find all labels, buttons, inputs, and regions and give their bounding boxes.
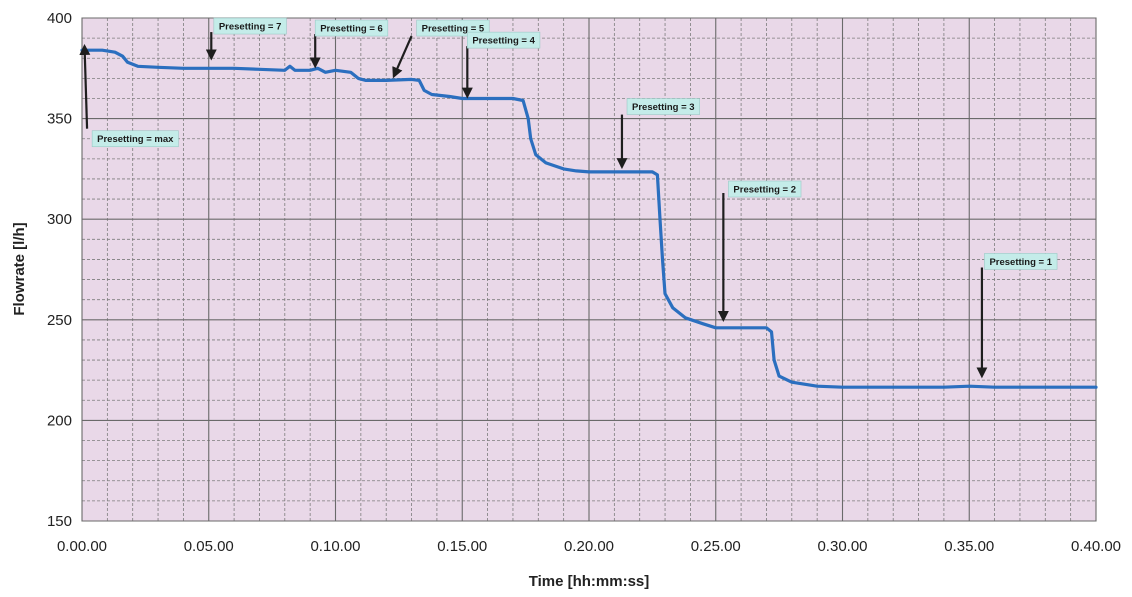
annotation-box	[314, 19, 389, 37]
x-tick-label: 0.10.00	[310, 538, 360, 555]
annotation: Presetting = 4	[461, 31, 541, 99]
annotation-label: Presetting = 4	[472, 36, 535, 47]
annotation-box	[91, 130, 179, 148]
annotation-label: Presetting = 1	[989, 257, 1052, 268]
x-axis: 0.00.00 0.05.00 0.10.00 0.15.00 0.20.00 0.25.…	[57, 538, 1121, 555]
x-tick-label: 0.30.00	[817, 538, 867, 555]
y-axis-title: Flowrate [l/h]	[11, 222, 28, 315]
y-tick-label: 250	[47, 312, 72, 329]
x-tick-label: 0.35.00	[944, 538, 994, 555]
annotation: Presetting = 2	[717, 180, 802, 322]
y-tick-label: 350	[47, 111, 72, 128]
annotation-label: Presetting = 6	[320, 24, 383, 35]
x-tick-label: 0.00.00	[57, 538, 107, 555]
x-axis-title: Time [hh:mm:ss]	[529, 573, 650, 590]
y-tick-label: 400	[47, 10, 72, 27]
y-tick-label: 200	[47, 412, 72, 429]
x-tick-label: 0.05.00	[184, 538, 234, 555]
annotation: Presetting = 7	[205, 17, 287, 61]
y-tick-label: 150	[47, 513, 72, 530]
y-axis: 150 200 250 300 350 400	[47, 10, 72, 530]
annotation-label: Presetting = 2	[733, 185, 796, 196]
annotation-layer: Presetting = max Presetting = 7 Presetting…	[79, 17, 1058, 379]
series-layer	[80, 48, 1098, 389]
major-grid	[81, 17, 1097, 522]
annotation: Presetting = 1	[976, 253, 1058, 379]
annotation: Presetting = 6	[309, 19, 389, 69]
y-tick-label: 300	[47, 211, 72, 228]
x-tick-label: 0.40.00	[1071, 538, 1121, 555]
x-tick-label: 0.25.00	[691, 538, 741, 555]
annotation-arrow	[79, 43, 91, 129]
x-tick-label: 0.20.00	[564, 538, 614, 555]
annotation-arrow	[392, 35, 413, 79]
annotation-label: Presetting = 5	[422, 24, 485, 35]
annotation-label: Presetting = max	[97, 134, 174, 145]
annotation-box	[984, 253, 1058, 270]
flowrate-series-line	[80, 48, 1098, 389]
annotation: Presetting = max	[79, 43, 179, 148]
annotation-box	[728, 180, 802, 198]
annotation-box	[213, 17, 287, 35]
x-tick-label: 0.15.00	[437, 538, 487, 555]
annotation-label: Presetting = 7	[219, 22, 282, 33]
annotation-box	[626, 98, 700, 115]
annotation: Presetting = 3	[616, 98, 700, 170]
annotation-box	[467, 31, 541, 49]
annotation-label: Presetting = 3	[632, 102, 695, 113]
